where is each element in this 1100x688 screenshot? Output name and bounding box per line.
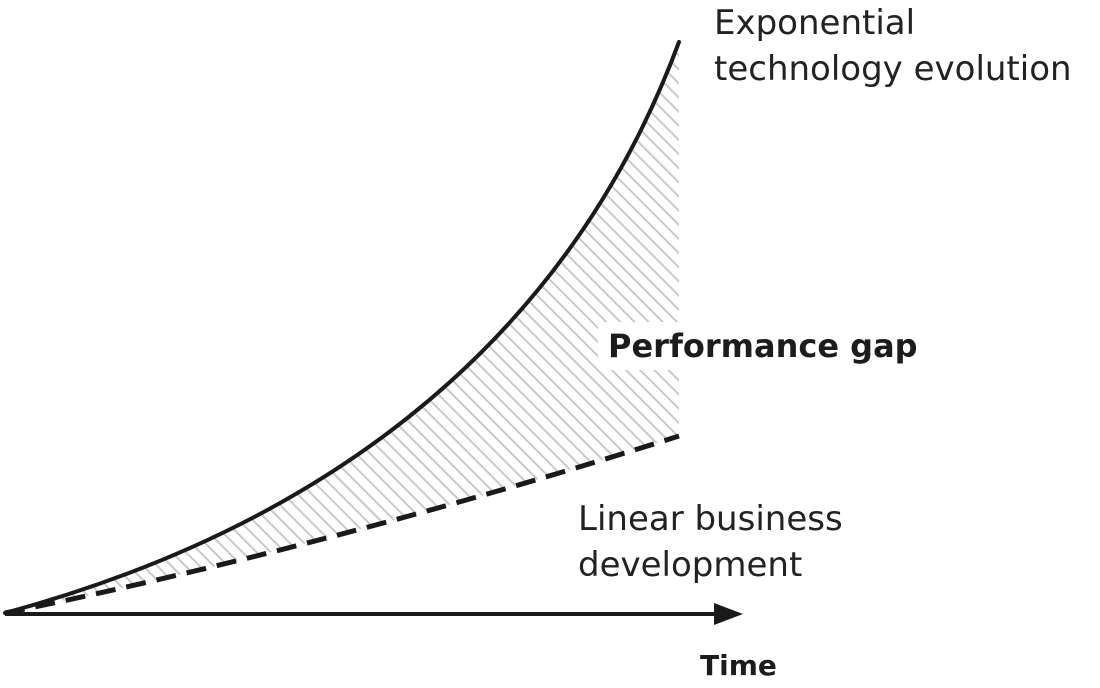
- linear-curve: [4, 433, 680, 616]
- exponential-label: Exponential technology evolution: [714, 0, 1072, 92]
- exponential-label-line1: Exponential: [714, 3, 916, 43]
- linear-label: Linear business development: [578, 496, 843, 588]
- linear-label-line2: development: [578, 545, 803, 585]
- performance-gap-area: [5, 42, 679, 613]
- exponential-label-line2: technology evolution: [714, 49, 1072, 89]
- performance-gap-label: Performance gap: [598, 322, 928, 370]
- exponential-curve: [3, 40, 681, 615]
- time-axis-label: Time: [700, 649, 777, 682]
- linear-label-line1: Linear business: [578, 499, 843, 539]
- time-axis-arrowhead: [714, 603, 743, 625]
